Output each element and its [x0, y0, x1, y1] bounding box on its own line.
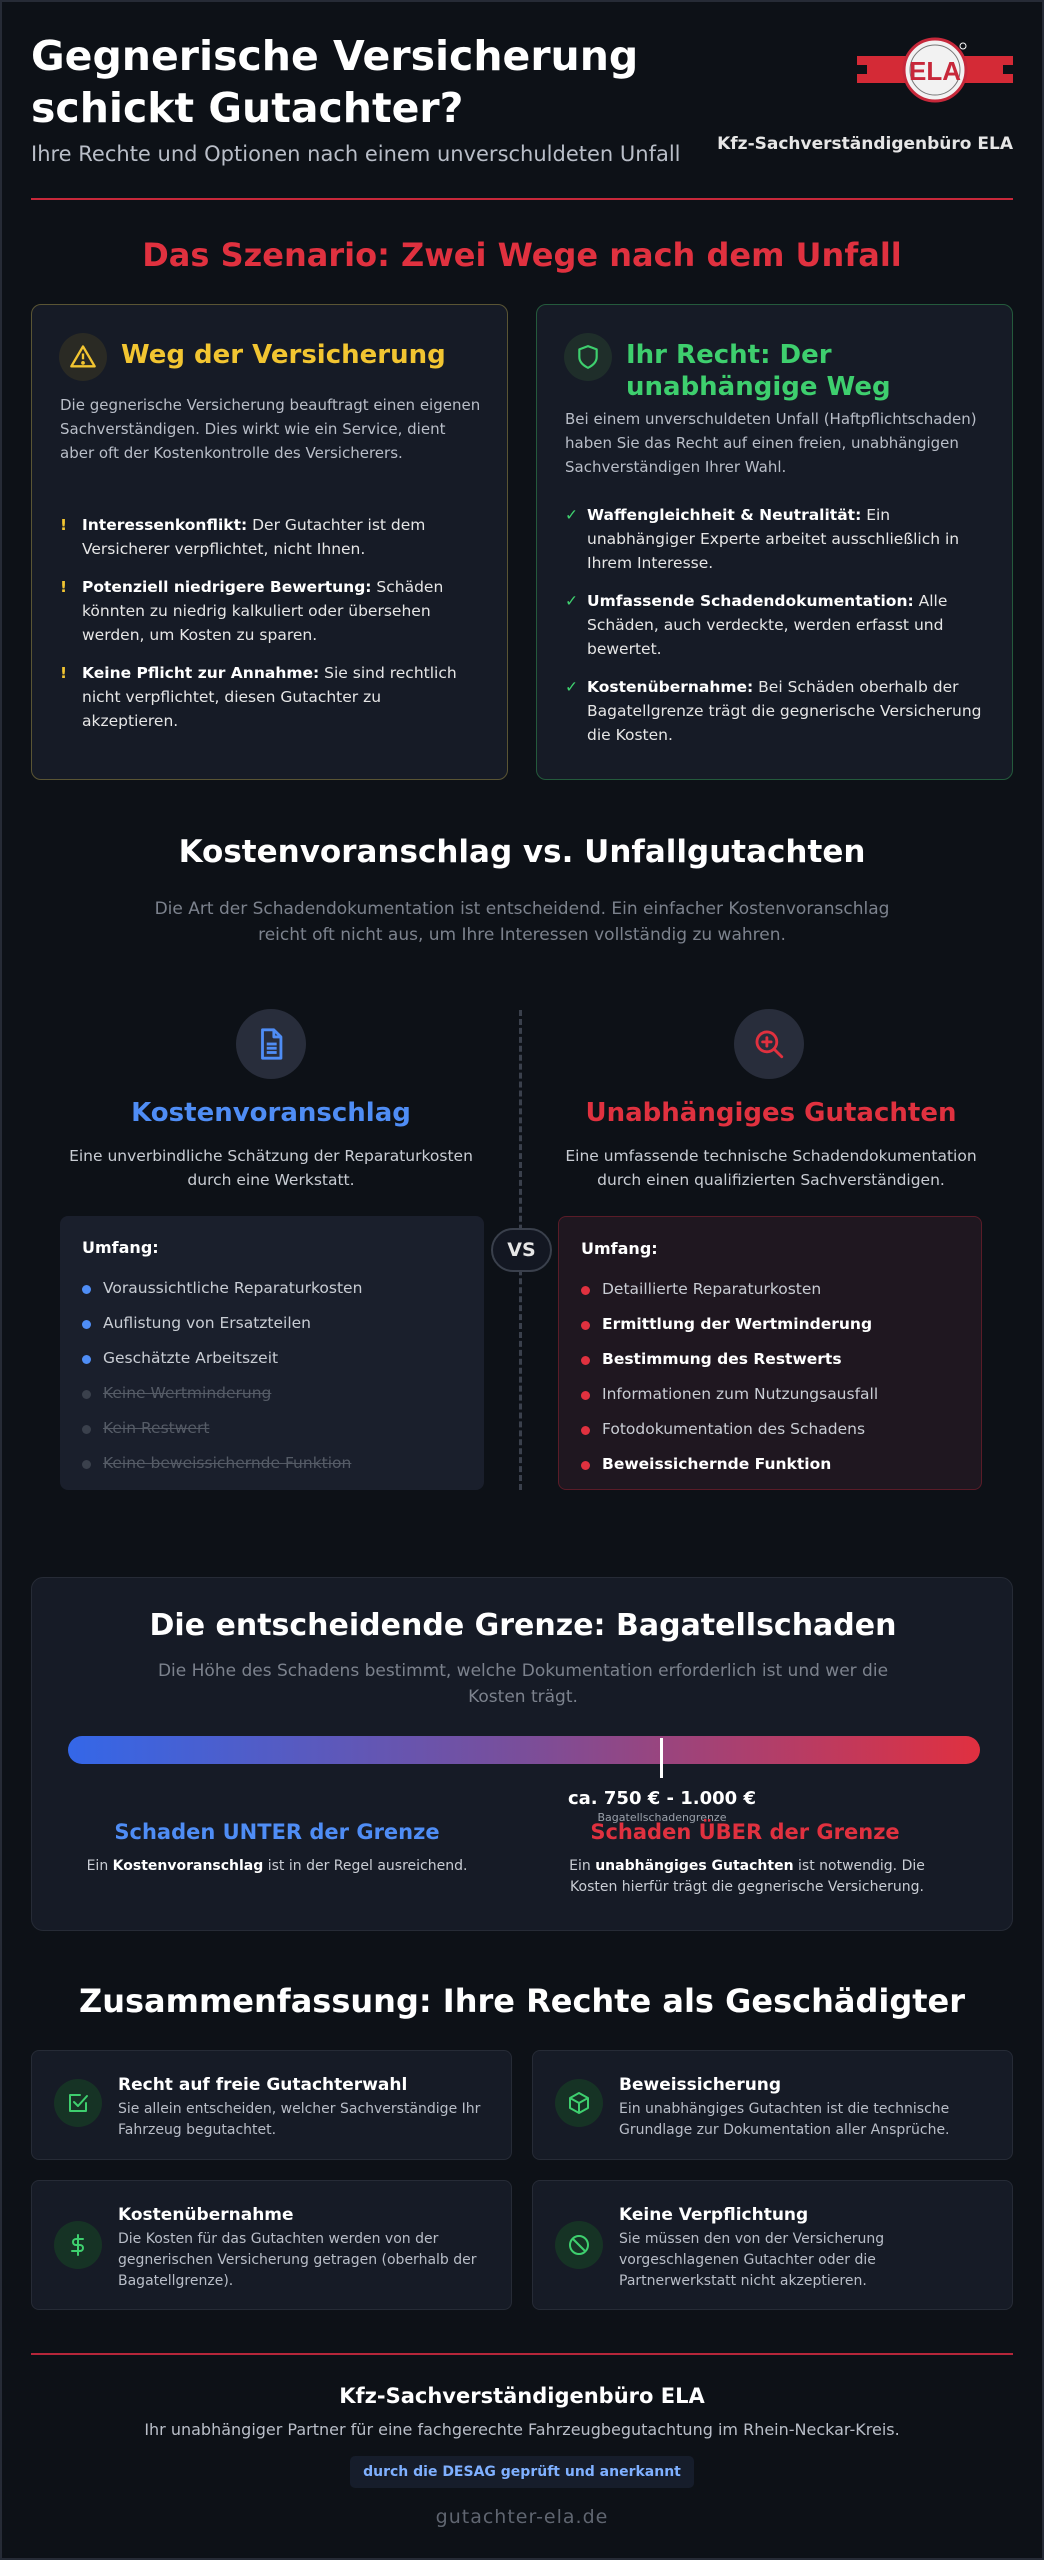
comparison-intro: Die Art der Schadendokumentation ist ent… [154, 899, 890, 945]
certification-badge: durch die DESAG geprüft und anerkannt [350, 2456, 694, 2488]
estimate-scope-list: Voraussichtliche Reparaturkosten Auflistu… [82, 1271, 462, 1481]
scope-item: Keine beweissichernde Funktion [82, 1446, 462, 1481]
scope-item: Detaillierte Reparaturkosten [581, 1272, 959, 1307]
bullet-dot [581, 1391, 590, 1400]
summary-card: Beweissicherung Ein unabhängiges Gutacht… [532, 2050, 1013, 2160]
box-icon [555, 2079, 603, 2127]
scope-item: Auflistung von Ersatzteilen [82, 1306, 462, 1341]
checkbox-icon [54, 2079, 102, 2127]
insurer-path-card: Weg der Versicherung Die gegnerische Ver… [31, 304, 508, 780]
footer-divider [31, 2353, 1013, 2355]
summary-text: Ein unabhängiges Gutachten ist die techn… [619, 2101, 950, 2138]
independent-point: ✓ Waffengleichheit & Neutralität: Ein una… [565, 506, 960, 572]
bullet-dot [581, 1461, 590, 1470]
page-subtitle: Ihre Rechte und Optionen nach einem unve… [31, 142, 681, 166]
summary-heading: Keine Verpflichtung [619, 2205, 809, 2225]
comparison-title: Kostenvoranschlag vs. Unfallgutachten [178, 834, 866, 870]
summary-card: Keine Verpflichtung Sie müssen den von d… [532, 2180, 1013, 2310]
scope-item: Bestimmung des Restwerts [581, 1342, 959, 1377]
estimate-description: Eine unverbindliche Schätzung der Repara… [69, 1147, 473, 1189]
appraisal-scope-list: Detaillierte Reparaturkosten Ermittlung d… [581, 1272, 959, 1482]
page-title: Gegnerische Versicherung schickt Gutacht… [31, 32, 639, 132]
scope-item: Geschätzte Arbeitszeit [82, 1341, 462, 1376]
bullet-dot [581, 1356, 590, 1365]
scope-item: Fotodokumentation des Schadens [581, 1412, 959, 1447]
insurer-path-heading: Weg der Versicherung [121, 340, 446, 370]
summary-heading: Beweissicherung [619, 2075, 782, 2095]
estimate-heading: Kostenvoranschlag [131, 1098, 411, 1128]
scope-item: Ermittlung der Wertminderung [581, 1307, 959, 1342]
threshold-bar [68, 1736, 980, 1764]
bullet-dot [82, 1390, 91, 1399]
document-icon [236, 1009, 306, 1079]
independent-path-heading: Ihr Recht: Der unabhängige Weg [626, 340, 891, 402]
footer-tagline: Ihr unabhängiger Partner für eine fachge… [144, 2420, 900, 2439]
insurer-point: ! Keine Pflicht zur Annahme: Sie sind rec… [60, 664, 457, 730]
summary-heading: Recht auf freie Gutachterwahl [118, 2075, 408, 2095]
magnifier-plus-icon [734, 1009, 804, 1079]
summary-text: Sie müssen den von der Versicherung vorg… [619, 2231, 885, 2289]
bullet-dot [581, 1426, 590, 1435]
footer-brand: Kfz-Sachverständigenbüro ELA [339, 2384, 705, 2408]
threshold-panel: Die entscheidende Grenze: Bagatellschade… [31, 1577, 1013, 1931]
above-threshold-text: Ein unabhängiges Gutachten ist notwendig… [569, 1858, 925, 1895]
appraisal-heading: Unabhängiges Gutachten [585, 1098, 957, 1128]
threshold-intro: Die Höhe des Schadens bestimmt, welche D… [157, 1661, 889, 1707]
insurer-point: ! Interessenkonflikt: Der Gutachter ist d… [60, 516, 426, 558]
scope-item: Informationen zum Nutzungsausfall [581, 1377, 959, 1412]
header: Gegnerische Versicherung schickt Gutacht… [31, 30, 1013, 200]
below-threshold-text: Ein Kostenvoranschlag ist in der Regel a… [86, 1858, 468, 1874]
appraisal-scope-box: Umfang: Detaillierte Reparaturkosten Ermi… [558, 1216, 982, 1490]
no-entry-icon [555, 2221, 603, 2269]
website-link[interactable]: gutachter-ela.de [435, 2506, 609, 2528]
logo-text: ELA [909, 56, 961, 86]
bullet-dot [82, 1285, 91, 1294]
bullet-dot [82, 1355, 91, 1364]
threshold-amount-label: Bagatellschadengrenze [597, 1811, 727, 1824]
independent-path-card: Ihr Recht: Der unabhängige Weg Bei einem… [536, 304, 1013, 780]
threshold-marker [659, 1738, 663, 1778]
bullet-dot [82, 1460, 91, 1469]
above-threshold-heading: Schaden ÜBER der Grenze [590, 1820, 900, 1844]
appraisal-description: Eine umfassende technische Schadendokume… [565, 1147, 977, 1189]
summary-card: Recht auf freie Gutachterwahl Sie allein… [31, 2050, 512, 2160]
threshold-amount: ca. 750 € - 1.000 € [567, 1788, 756, 1809]
summary-text: Die Kosten für das Gutachten werden von … [118, 2231, 477, 2289]
appraisal-scope-label: Umfang: [581, 1239, 658, 1258]
insurer-path-description: Die gegnerische Versicherung beauftragt … [60, 396, 481, 462]
scope-item: Voraussichtliche Reparaturkosten [82, 1271, 462, 1306]
shield-icon [564, 333, 612, 381]
vs-badge: VS [491, 1228, 552, 1272]
bullet-dot [82, 1320, 91, 1329]
independent-point: ✓ Umfassende Schadendokumentation: Alle S… [565, 592, 948, 658]
independent-path-description: Bei einem unverschuldeten Unfall (Haftpf… [565, 410, 977, 476]
estimate-scope-box: Umfang: Voraussichtliche Reparaturkosten… [60, 1216, 484, 1490]
summary-text: Sie allein entscheiden, welcher Sachvers… [118, 2101, 481, 2138]
scope-item: Kein Restwert [82, 1411, 462, 1446]
bullet-dot [82, 1425, 91, 1434]
threshold-title: Die entscheidende Grenze: Bagatellschade… [149, 1608, 897, 1643]
scope-item: Beweissichernde Funktion [581, 1447, 959, 1482]
dollar-icon [54, 2221, 102, 2269]
scope-item: Keine Wertminderung [82, 1376, 462, 1411]
header-brand: Kfz-Sachverständigenbüro ELA [717, 134, 1013, 154]
ela-logo: ELA [857, 36, 1013, 116]
bullet-dot [581, 1321, 590, 1330]
scenario-title: Das Szenario: Zwei Wege nach dem Unfall [142, 236, 902, 274]
warning-triangle-icon [59, 333, 107, 381]
summary-title: Zusammenfassung: Ihre Rechte als Geschäd… [78, 1982, 966, 2020]
bullet-dot [581, 1286, 590, 1295]
header-divider [31, 198, 1013, 200]
summary-card: Kostenübernahme Die Kosten für das Gutac… [31, 2180, 512, 2310]
estimate-scope-label: Umfang: [82, 1238, 159, 1257]
logo-graphic: ELA [857, 37, 1013, 103]
below-threshold-heading: Schaden UNTER der Grenze [114, 1820, 440, 1844]
insurer-point: ! Potenziell niedrigere Bewertung: Schäde… [60, 578, 444, 644]
independent-point: ✓ Kostenübernahme: Bei Schäden oberhalb d… [565, 678, 982, 744]
summary-heading: Kostenübernahme [118, 2205, 294, 2225]
